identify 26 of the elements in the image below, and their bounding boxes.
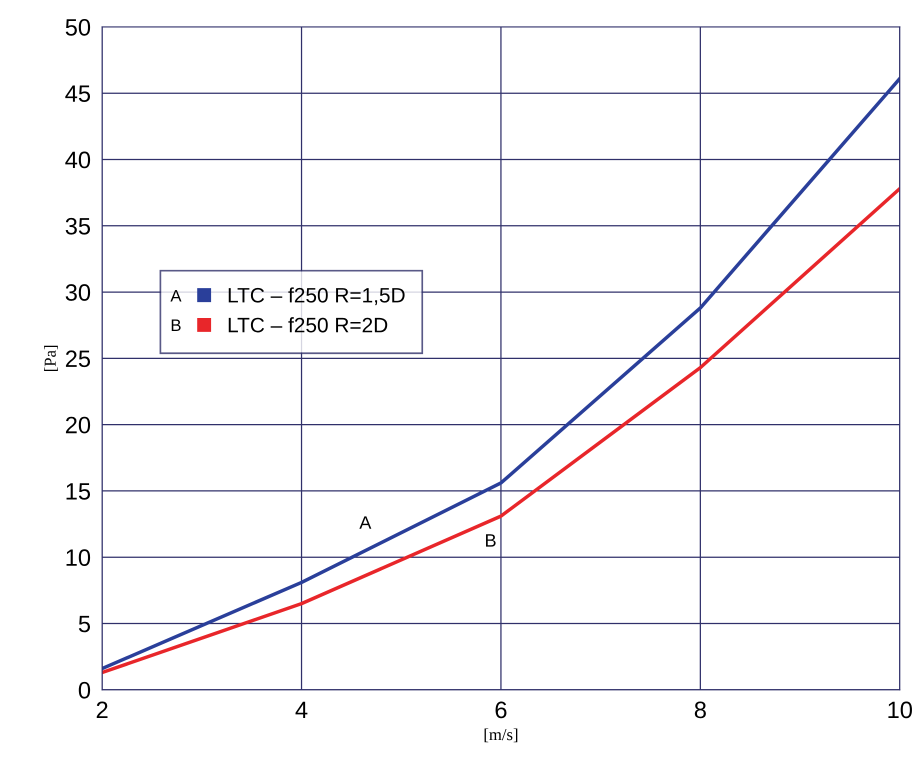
- legend-label: LTC – f250 R=1,5D: [228, 287, 405, 306]
- annotation: B: [486, 534, 496, 547]
- y-tick-label: 40: [65, 152, 90, 168]
- annotation: A: [359, 516, 372, 529]
- line-series: [102, 186, 900, 674]
- line-series: [102, 76, 900, 670]
- y-tick-label: 5: [78, 616, 90, 632]
- y-tick-label: 10: [66, 549, 90, 566]
- y-tick-label: 0: [78, 682, 90, 699]
- x-tick-label: 4: [296, 702, 308, 718]
- x-tick-label: 2: [96, 702, 108, 718]
- x-tick-label: 8: [694, 702, 706, 718]
- x-tick-label: 6: [496, 702, 506, 718]
- x-tick-label: 10: [888, 702, 912, 718]
- y-axis-title: [Pa]: [44, 346, 58, 371]
- y-tick-label: 30: [66, 284, 90, 301]
- y-tick-label: 20: [66, 416, 90, 434]
- y-tick-label: 25: [66, 350, 90, 368]
- text: B: [172, 320, 181, 331]
- x-axis-title: [m/s]: [484, 728, 518, 742]
- text: A: [170, 290, 182, 302]
- y-tick-label: 15: [66, 483, 90, 500]
- y-tick-label: 50: [66, 18, 90, 36]
- legend-label: LTC – f250 R=2D: [228, 317, 388, 332]
- y-tick-label: 45: [65, 86, 90, 102]
- y-tick-label: 35: [66, 218, 90, 235]
